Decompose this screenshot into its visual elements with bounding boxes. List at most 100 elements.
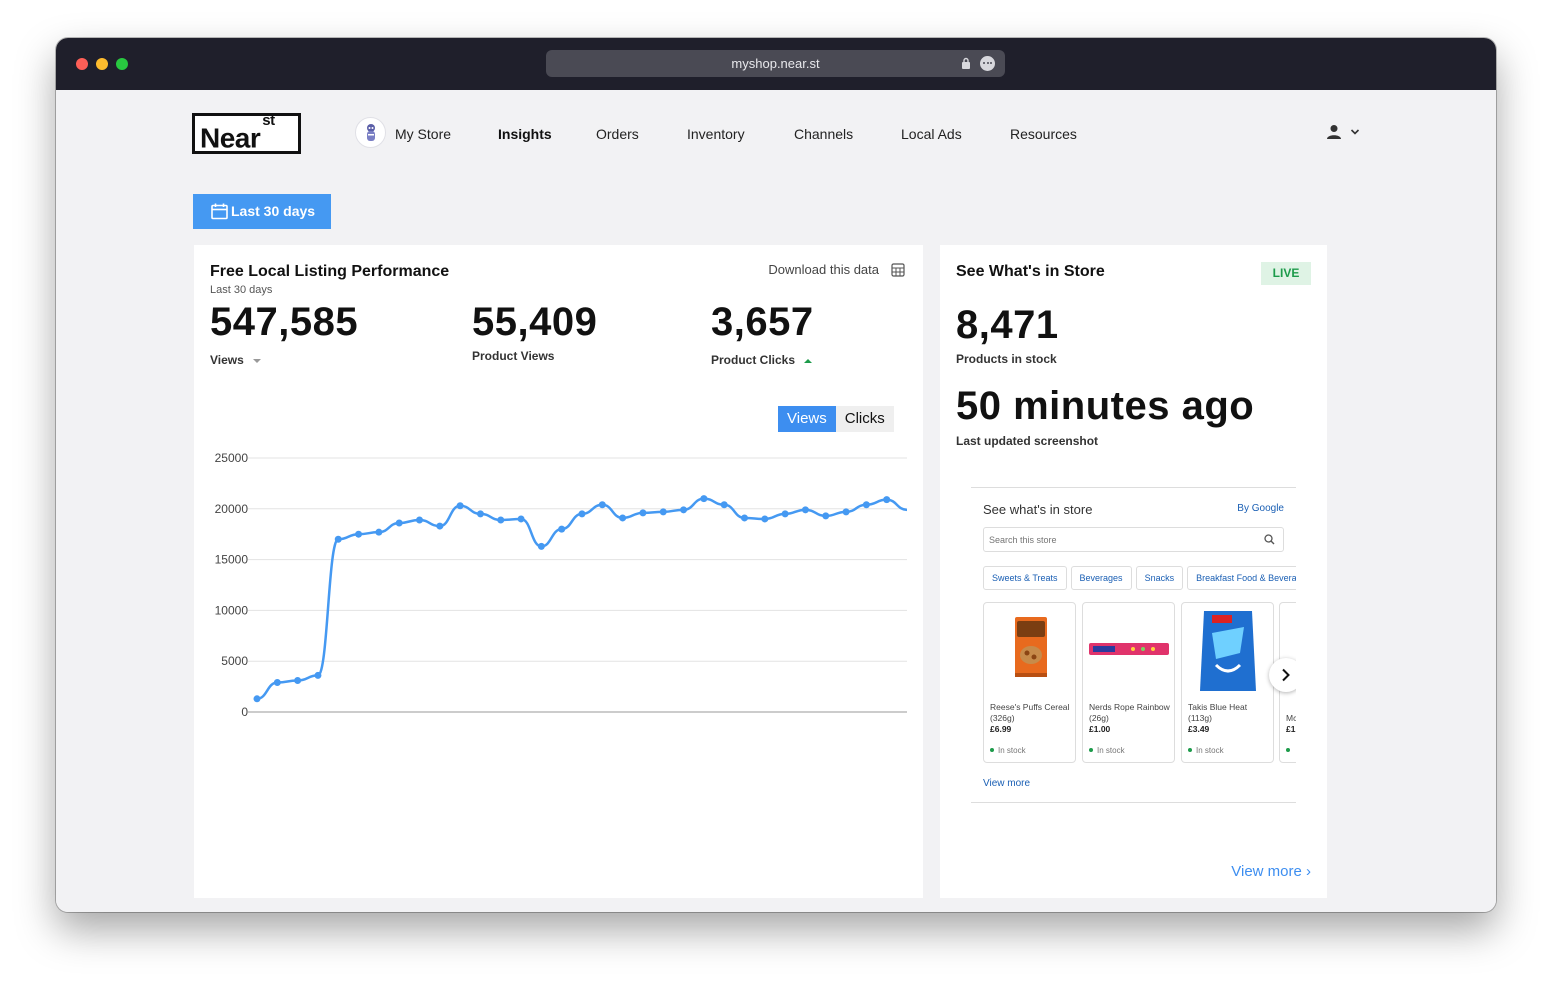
- data-point[interactable]: [253, 695, 261, 703]
- download-data-link[interactable]: Download this data: [768, 262, 879, 277]
- live-badge: LIVE: [1261, 262, 1311, 285]
- data-point[interactable]: [517, 515, 525, 523]
- nav-resources[interactable]: Resources: [1010, 126, 1077, 142]
- category-chips: Sweets & Treats Beverages Snacks Breakfast …: [983, 566, 1296, 590]
- data-point[interactable]: [639, 509, 647, 517]
- product-stock-status: In stock: [990, 746, 1026, 755]
- data-point[interactable]: [578, 510, 586, 518]
- carousel-next-button[interactable]: [1269, 658, 1296, 692]
- product-price: £1.00: [1089, 724, 1111, 734]
- data-point[interactable]: [436, 522, 444, 530]
- data-point[interactable]: [355, 530, 363, 538]
- data-point[interactable]: [497, 516, 505, 524]
- nav-my-store[interactable]: My Store: [395, 126, 452, 142]
- data-point[interactable]: [822, 512, 830, 520]
- search-icon[interactable]: [1264, 534, 1275, 545]
- product-clicks-value: 3,657: [711, 300, 814, 344]
- store-avatar[interactable]: [355, 117, 386, 148]
- widget-title: See what's in store: [983, 502, 1093, 517]
- cereal-box-image: [1015, 617, 1047, 677]
- zoom-window-button[interactable]: [116, 58, 128, 70]
- product-name: Mc: [1286, 713, 1296, 723]
- trend-down-icon: [253, 359, 262, 363]
- data-point[interactable]: [700, 495, 708, 503]
- card-subtitle: Last 30 days: [210, 284, 273, 296]
- y-tick-label: 5000: [221, 654, 248, 668]
- product-card[interactable]: Nerds Rope Rainbow (26g) £1.00 In stock: [1082, 602, 1175, 763]
- data-point[interactable]: [659, 508, 667, 516]
- nav-local-ads[interactable]: Local Ads: [901, 126, 962, 142]
- view-more-link[interactable]: View more ›: [1231, 863, 1311, 880]
- trend-up-icon: [804, 359, 813, 363]
- date-range-label: Last 30 days: [231, 203, 316, 219]
- products-in-stock-label: Products in stock: [956, 352, 1057, 366]
- data-point[interactable]: [476, 510, 484, 518]
- spreadsheet-icon[interactable]: [891, 263, 905, 277]
- data-point[interactable]: [375, 528, 383, 536]
- chip-sweets-treats[interactable]: Sweets & Treats: [983, 566, 1067, 590]
- y-tick-label: 0: [241, 705, 248, 719]
- minimize-window-button[interactable]: [96, 58, 108, 70]
- nearst-logo[interactable]: Nearst: [192, 112, 301, 154]
- data-point[interactable]: [456, 502, 464, 510]
- data-point[interactable]: [741, 514, 748, 522]
- data-point[interactable]: [395, 519, 403, 527]
- last-updated-value: 50 minutes ago: [956, 384, 1255, 428]
- widget-view-more-link[interactable]: View more: [983, 778, 1031, 789]
- logo-superscript: st: [262, 112, 275, 129]
- data-point[interactable]: [273, 679, 281, 687]
- data-point[interactable]: [537, 542, 545, 550]
- widget-search-box[interactable]: [983, 527, 1284, 552]
- product-card[interactable]: Reese's Puffs Cereal (326g) £6.99 In sto…: [983, 602, 1076, 763]
- widget-by-google: By Google: [1237, 503, 1284, 514]
- data-point[interactable]: [842, 508, 850, 516]
- nav-channels[interactable]: Channels: [794, 126, 854, 142]
- card-title: Free Local Listing Performance: [210, 263, 450, 280]
- data-point[interactable]: [883, 496, 891, 504]
- product-price: £6.99: [990, 724, 1012, 734]
- chevron-down-icon[interactable]: [1350, 128, 1360, 136]
- chip-breakfast[interactable]: Breakfast Food & Beverages: [1187, 566, 1296, 590]
- views-value: 547,585: [210, 300, 359, 344]
- views-line-chart: 0 5000 10000 15000 20000 25000: [215, 451, 908, 719]
- data-point[interactable]: [314, 671, 322, 679]
- data-point[interactable]: [558, 525, 566, 533]
- data-point[interactable]: [720, 501, 728, 509]
- store-mascot-icon: [367, 124, 375, 141]
- y-tick-label: 15000: [215, 553, 249, 567]
- product-clicks-label: Product Clicks: [711, 353, 813, 367]
- data-point[interactable]: [294, 677, 302, 685]
- data-point[interactable]: [801, 506, 809, 514]
- data-point[interactable]: [680, 506, 688, 514]
- store-preview-widget: See what's in store By Google Sweets & T…: [971, 487, 1296, 803]
- browser-window: myshop.near.st Nearst My Store Insights …: [56, 38, 1496, 912]
- nav-insights[interactable]: Insights: [498, 126, 552, 142]
- data-point[interactable]: [334, 535, 342, 543]
- data-point[interactable]: [598, 501, 606, 509]
- date-range-button[interactable]: Last 30 days: [193, 194, 331, 229]
- product-views-value: 55,409: [472, 300, 598, 344]
- data-point[interactable]: [416, 516, 423, 524]
- nav-orders[interactable]: Orders: [596, 126, 639, 142]
- nav-inventory[interactable]: Inventory: [687, 126, 745, 142]
- product-views-label: Product Views: [472, 349, 555, 363]
- product-card[interactable]: Takis Blue Heat (113g) £3.49 In stock: [1181, 602, 1274, 763]
- data-point[interactable]: [862, 501, 870, 509]
- products-in-stock-value: 8,471: [956, 303, 1059, 347]
- toggle-clicks[interactable]: Clicks: [835, 406, 894, 432]
- close-window-button[interactable]: [76, 58, 88, 70]
- toggle-views[interactable]: Views: [778, 406, 836, 432]
- views-label: Views: [210, 353, 262, 367]
- chip-snacks[interactable]: Snacks: [1135, 566, 1184, 590]
- chip-beverages[interactable]: Beverages: [1070, 566, 1132, 590]
- address-bar[interactable]: myshop.near.st: [546, 50, 1005, 77]
- data-point[interactable]: [781, 510, 789, 518]
- more-options-icon[interactable]: [980, 56, 995, 71]
- series-line: [256, 497, 908, 701]
- product-name: Takis Blue Heat (113g): [1188, 702, 1248, 723]
- product-stock-status: In stock: [1188, 746, 1224, 755]
- user-account-icon[interactable]: [1326, 124, 1342, 140]
- widget-search-input[interactable]: [984, 528, 1244, 551]
- data-point[interactable]: [619, 514, 627, 522]
- data-point[interactable]: [761, 515, 769, 523]
